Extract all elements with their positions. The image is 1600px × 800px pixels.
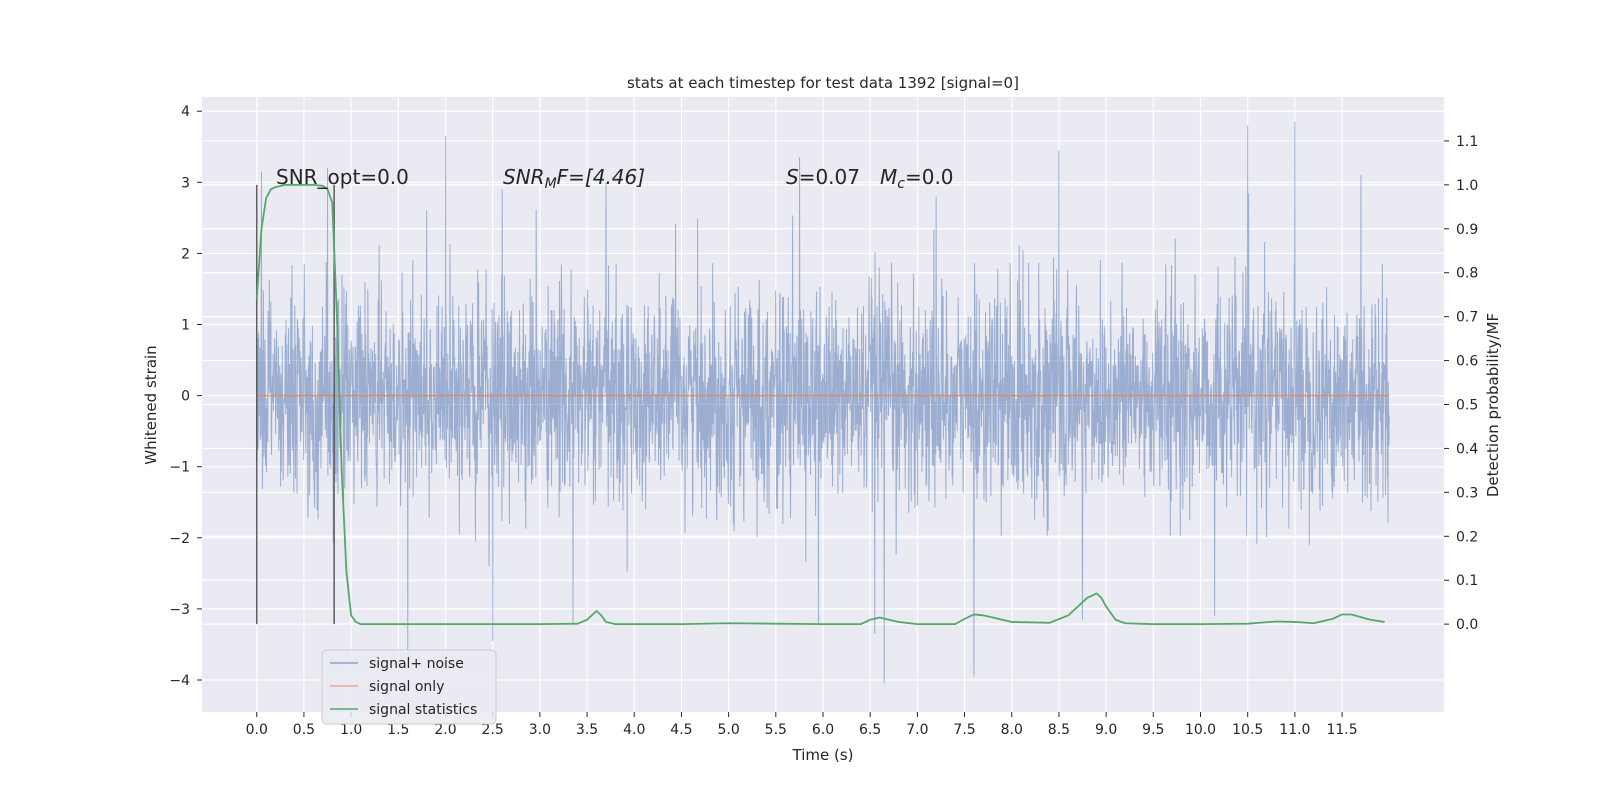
x-tick-label: 1.5 <box>387 722 409 738</box>
series-signal-statistics <box>255 183 1385 626</box>
series-signal-noise <box>256 121 1390 684</box>
y-left-tick-label: −1 <box>169 460 190 476</box>
plot-content <box>255 121 1390 684</box>
x-tick-label: 3.0 <box>529 722 551 738</box>
y-left-tick-label: −4 <box>169 673 190 689</box>
y-left-tick-label: 4 <box>181 104 190 120</box>
x-tick-label: 6.0 <box>812 722 834 738</box>
y-axis-left-label: Whitened strain <box>142 345 160 464</box>
y-axis-right-label: Detection probability/MF <box>1484 313 1502 497</box>
signal-noise-line <box>256 121 1390 684</box>
x-tick-label: 4.0 <box>623 722 645 738</box>
y-left-tick-label: −3 <box>169 602 190 618</box>
x-tick-label: 6.5 <box>859 722 881 738</box>
y-right-tick-label: 0.0 <box>1456 617 1478 633</box>
legend-label-signal-statistics: signal statistics <box>369 702 477 718</box>
y-axis-left: 4 3 2 1 0 −1 −2 −3 −4 <box>169 104 202 689</box>
x-tick-label: 9.5 <box>1142 722 1164 738</box>
x-tick-label: 2.0 <box>434 722 456 738</box>
legend: signal+ noise signal only signal statist… <box>321 649 497 725</box>
y-right-tick-label: 0.5 <box>1456 398 1478 414</box>
x-tick-label: 4.5 <box>670 722 692 738</box>
y-left-tick-label: 2 <box>181 246 190 262</box>
x-tick-label: 10.5 <box>1232 722 1263 738</box>
y-right-tick-label: 0.8 <box>1456 266 1478 282</box>
y-left-tick-label: 3 <box>181 175 190 191</box>
chart-title: stats at each timestep for test data 139… <box>627 74 1019 92</box>
y-right-tick-label: 0.2 <box>1456 529 1478 545</box>
y-axis-right: 1.1 1.0 0.9 0.8 0.7 0.6 0.5 0.4 0.3 0.2 0.1 0.0 <box>1444 134 1478 633</box>
y-right-tick-label: 0.1 <box>1456 573 1478 589</box>
legend-box <box>321 649 497 725</box>
legend-label-signal-only: signal only <box>369 679 444 695</box>
x-tick-label: 10.0 <box>1185 722 1216 738</box>
x-tick-label: 7.5 <box>953 722 975 738</box>
x-axis-label: Time (s) <box>792 746 854 764</box>
annotation-snr-opt: SNR_opt=0.0 <box>276 165 409 189</box>
y-right-tick-label: 0.7 <box>1456 310 1478 326</box>
x-tick-label: 5.0 <box>717 722 739 738</box>
y-right-tick-label: 0.4 <box>1456 441 1478 457</box>
y-left-tick-label: −2 <box>169 531 190 547</box>
x-tick-label: 2.5 <box>482 722 504 738</box>
x-tick-label: 11.5 <box>1326 722 1357 738</box>
x-tick-label: 0.0 <box>246 722 268 738</box>
x-tick-label: 0.5 <box>293 722 315 738</box>
x-tick-label: 5.5 <box>765 722 787 738</box>
y-left-tick-label: 0 <box>181 389 190 405</box>
x-tick-label: 11.0 <box>1279 722 1310 738</box>
x-tick-label: 9.0 <box>1095 722 1117 738</box>
annotation-s: S=0.07 <box>786 165 860 189</box>
signal-statistics-line <box>255 183 1385 626</box>
x-axis: 0.0 0.5 1.0 1.5 2.0 2.5 3.0 3.5 4.0 4.5 5.0 5.5 6.0 6… <box>246 712 1358 738</box>
y-right-tick-label: 0.3 <box>1456 485 1478 501</box>
y-right-tick-label: 1.1 <box>1456 134 1478 150</box>
x-tick-label: 1.0 <box>340 722 362 738</box>
y-right-tick-label: 0.9 <box>1456 222 1478 238</box>
y-left-tick-label: 1 <box>181 318 190 334</box>
x-tick-label: 7.0 <box>906 722 928 738</box>
annotation-mc: Mc=0.0 <box>880 165 954 192</box>
annotation-snr-mf: SNRMF=[4.46] <box>503 165 645 192</box>
y-right-tick-label: 1.0 <box>1456 178 1478 194</box>
x-tick-label: 3.5 <box>576 722 598 738</box>
x-tick-label: 8.0 <box>1001 722 1023 738</box>
legend-label-signal-noise: signal+ noise <box>369 656 464 672</box>
y-right-tick-label: 0.6 <box>1456 354 1478 370</box>
x-tick-label: 8.5 <box>1048 722 1070 738</box>
